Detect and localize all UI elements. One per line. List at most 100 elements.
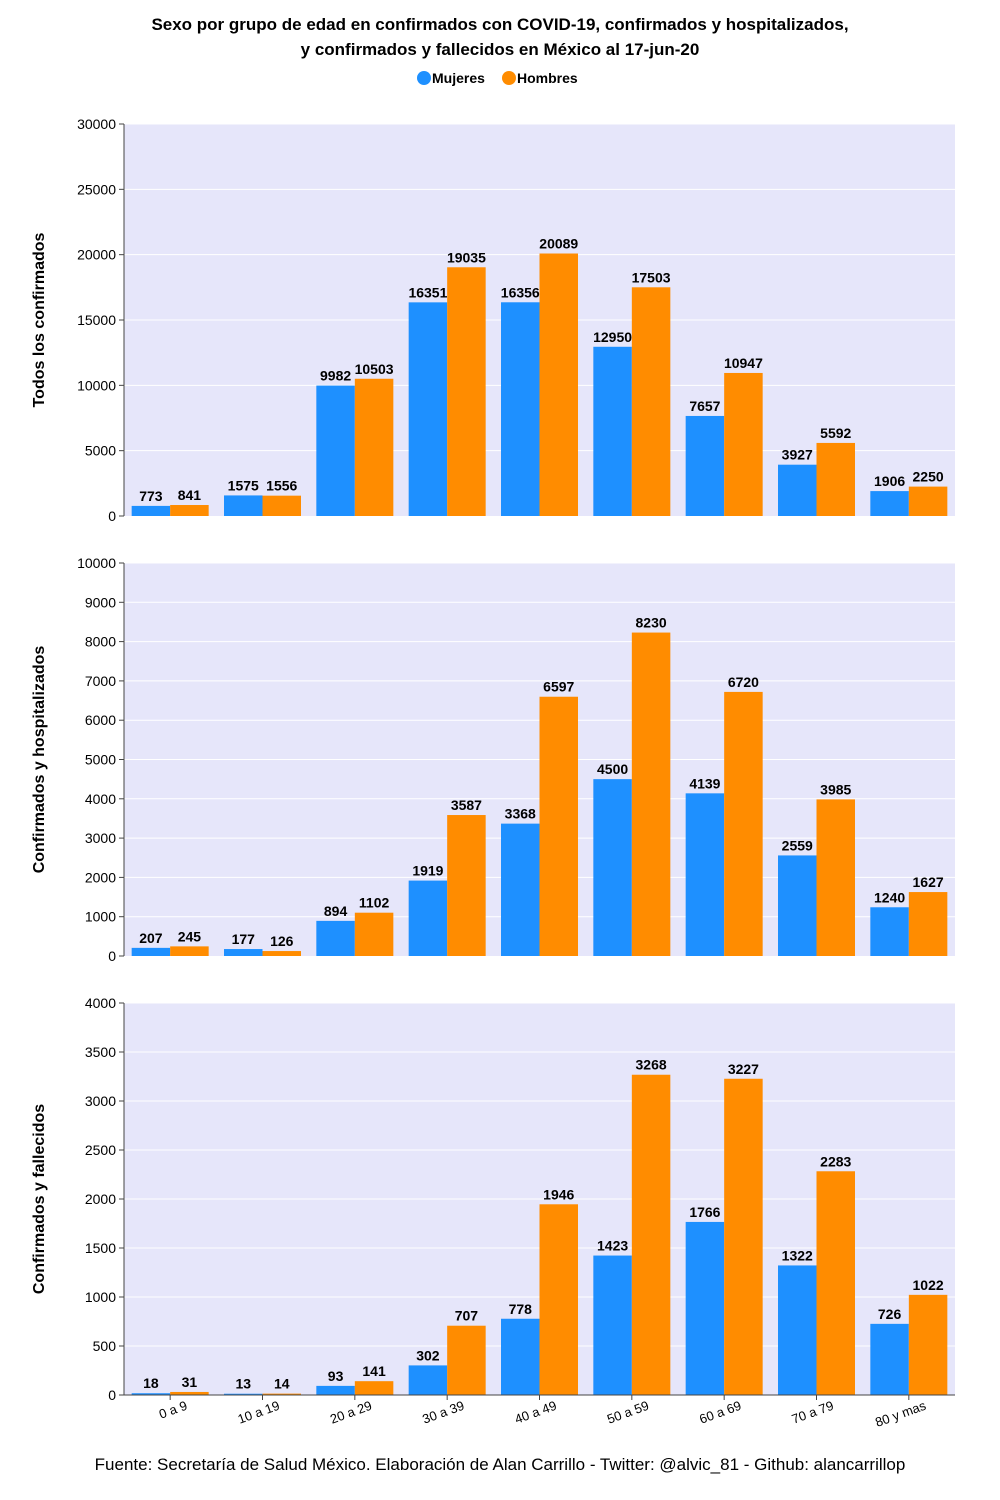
- y-tick-label: 20000: [77, 247, 116, 263]
- bar-hombres: [631, 287, 671, 516]
- data-label-hombres: 19035: [447, 249, 486, 265]
- y-tick-label: 10000: [77, 555, 116, 571]
- bar-mujeres: [778, 464, 817, 516]
- bar-hombres: [539, 1204, 578, 1395]
- bar-mujeres: [778, 855, 817, 956]
- x-tick-label: 30 a 39: [420, 1398, 466, 1427]
- y-tick-label: 3000: [85, 830, 116, 846]
- bar-mujeres: [316, 920, 355, 956]
- data-label-hombres: 3227: [728, 1061, 759, 1077]
- y-axis-title: Confirmados y fallecidos: [31, 1104, 48, 1294]
- y-tick-label: 30000: [77, 116, 116, 132]
- bar-mujeres: [316, 385, 355, 516]
- data-label-mujeres: 9982: [320, 368, 351, 384]
- bar-mujeres: [316, 1385, 355, 1395]
- data-label-hombres: 10503: [355, 361, 394, 377]
- data-label-mujeres: 302: [416, 1347, 440, 1363]
- legend-label-mujeres: Mujeres: [432, 70, 485, 86]
- bar-hombres: [908, 486, 948, 516]
- bar-hombres: [262, 1393, 301, 1395]
- data-label-hombres: 1556: [266, 478, 297, 494]
- bar-hombres: [170, 946, 209, 956]
- bar-mujeres: [408, 1365, 448, 1395]
- bar-hombres: [262, 951, 301, 956]
- bar-hombres: [816, 1171, 855, 1395]
- data-label-mujeres: 177: [232, 931, 256, 947]
- data-label-mujeres: 1423: [597, 1238, 628, 1254]
- legend-swatch-hombres: [502, 71, 516, 85]
- data-label-mujeres: 13: [235, 1376, 251, 1392]
- y-tick-label: 10000: [77, 377, 116, 393]
- data-label-hombres: 8230: [636, 615, 667, 631]
- bar-mujeres: [501, 1318, 540, 1395]
- bar-mujeres: [870, 907, 909, 956]
- bar-mujeres: [685, 793, 725, 956]
- data-label-mujeres: 1575: [228, 477, 259, 493]
- bar-hombres: [447, 267, 486, 516]
- data-label-mujeres: 16356: [501, 284, 540, 300]
- bar-mujeres: [593, 1255, 632, 1395]
- panel-2: 0 1000 2000 3000 4000 5000 6000 7000 8000 9000 100…: [31, 555, 955, 964]
- y-tick-label: 3500: [85, 1044, 116, 1060]
- x-tick-label: 50 a 59: [605, 1398, 651, 1427]
- bar-mujeres: [501, 302, 540, 516]
- bar-mujeres: [131, 505, 171, 516]
- bar-mujeres: [408, 880, 448, 956]
- y-tick-label: 5000: [85, 752, 116, 768]
- bar-hombres: [816, 442, 855, 516]
- bar-hombres: [447, 1325, 486, 1395]
- data-label-hombres: 6720: [728, 674, 759, 690]
- bar-mujeres: [593, 779, 632, 956]
- y-tick-label: 4000: [85, 995, 116, 1011]
- bar-hombres: [354, 378, 394, 516]
- data-label-mujeres: 1919: [412, 863, 443, 879]
- bar-hombres: [447, 815, 486, 956]
- bar-mujeres: [870, 491, 909, 516]
- data-label-hombres: 1627: [913, 874, 944, 890]
- x-tick-label: 20 a 29: [328, 1398, 374, 1427]
- data-label-hombres: 1946: [543, 1186, 574, 1202]
- bar-mujeres: [685, 415, 725, 516]
- y-tick-label: 0: [108, 508, 116, 524]
- data-label-mujeres: 3927: [782, 447, 813, 463]
- data-label-mujeres: 7657: [689, 398, 720, 414]
- bar-mujeres: [224, 1393, 263, 1395]
- data-label-hombres: 2250: [913, 469, 944, 485]
- data-label-hombres: 31: [182, 1374, 198, 1390]
- data-label-mujeres: 4500: [597, 761, 628, 777]
- y-tick-label: 15000: [77, 312, 116, 328]
- bar-hombres: [724, 372, 763, 516]
- y-tick-label: 6000: [85, 712, 116, 728]
- y-tick-label: 7000: [85, 673, 116, 689]
- bar-mujeres: [131, 947, 171, 956]
- bar-mujeres: [870, 1323, 909, 1395]
- bar-hombres: [631, 632, 671, 956]
- legend-swatch-mujeres: [417, 71, 431, 85]
- y-tick-label: 2500: [85, 1142, 116, 1158]
- y-tick-label: 3000: [85, 1093, 116, 1109]
- x-tick-label: 60 a 69: [697, 1398, 743, 1427]
- y-tick-label: 8000: [85, 634, 116, 650]
- y-tick-label: 0: [108, 1387, 116, 1403]
- bar-mujeres: [501, 823, 540, 956]
- data-label-hombres: 141: [362, 1363, 386, 1379]
- data-label-hombres: 20089: [539, 236, 578, 252]
- data-label-hombres: 1022: [913, 1277, 944, 1293]
- data-label-mujeres: 1322: [782, 1247, 813, 1263]
- bar-mujeres: [593, 346, 632, 516]
- bar-hombres: [354, 912, 394, 956]
- bar-hombres: [724, 691, 763, 956]
- y-tick-label: 1000: [85, 1289, 116, 1305]
- chart-title-line-1: Sexo por grupo de edad en confirmados co…: [151, 15, 848, 34]
- y-tick-label: 25000: [77, 181, 116, 197]
- data-label-mujeres: 207: [139, 930, 163, 946]
- x-tick-label: 0 a 9: [157, 1398, 189, 1422]
- data-label-hombres: 14: [274, 1376, 290, 1392]
- bar-hombres: [816, 799, 855, 956]
- y-tick-label: 5000: [85, 443, 116, 459]
- bar-mujeres: [408, 302, 448, 516]
- legend-label-hombres: Hombres: [517, 70, 578, 86]
